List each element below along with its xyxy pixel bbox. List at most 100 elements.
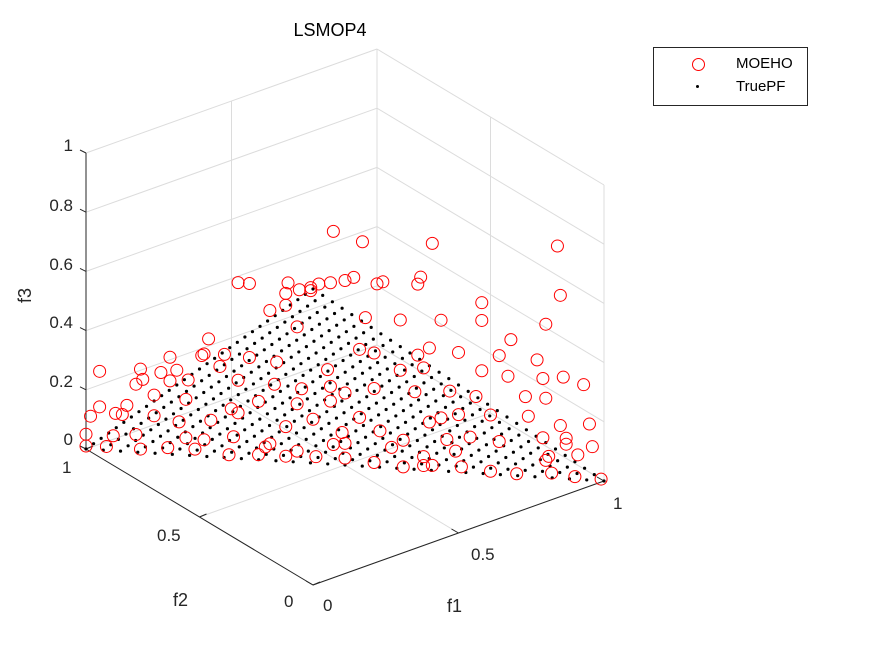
truepf-point — [411, 415, 415, 419]
truepf-point — [243, 428, 247, 432]
truepf-point — [412, 467, 416, 471]
truepf-point — [313, 391, 317, 396]
truepf-point — [267, 423, 272, 428]
truepf-point — [563, 453, 567, 457]
truepf-point — [478, 407, 482, 412]
z-tick-label: 0.2 — [49, 372, 73, 391]
moeho-point — [242, 276, 256, 290]
truepf-point — [295, 338, 299, 342]
truepf-point — [164, 417, 168, 421]
truepf-point — [394, 414, 398, 418]
truepf-point — [521, 457, 525, 461]
truepf-point — [287, 343, 291, 348]
moeho-point — [326, 224, 340, 238]
truepf-point — [414, 386, 418, 390]
moeho-point — [258, 440, 272, 454]
truepf-point — [346, 341, 351, 345]
truepf-point — [368, 366, 372, 370]
truepf-point — [246, 399, 250, 403]
truepf-point — [292, 326, 297, 331]
truepf-point — [369, 325, 373, 329]
moeho-point — [353, 342, 367, 356]
truepf-point — [573, 460, 577, 464]
truepf-point — [351, 365, 355, 369]
truepf-point — [196, 407, 200, 412]
moeho-point — [197, 347, 211, 361]
truepf-point — [375, 453, 379, 457]
moeho-point — [582, 417, 596, 431]
truepf-point — [470, 413, 475, 417]
moeho-point — [556, 370, 570, 384]
truepf-point — [490, 426, 494, 430]
truepf-point — [401, 409, 405, 413]
truepf-point — [393, 362, 397, 366]
truepf-point — [255, 353, 259, 357]
truepf-point — [84, 447, 88, 451]
z-tick-mark — [79, 149, 87, 154]
truepf-point — [379, 425, 383, 429]
truepf-point — [167, 388, 171, 392]
truepf-point — [448, 429, 452, 433]
truepf-point — [323, 305, 327, 309]
truepf-point — [416, 398, 421, 402]
truepf-point — [345, 382, 349, 386]
moeho-point — [252, 448, 266, 462]
truepf-point — [309, 368, 313, 372]
truepf-point — [144, 404, 149, 408]
truepf-point — [233, 421, 237, 425]
moeho-point — [323, 276, 337, 290]
truepf-point — [162, 405, 166, 409]
moeho-point — [109, 406, 123, 420]
truepf-point — [99, 436, 103, 440]
truepf-point — [410, 455, 414, 460]
truepf-point — [592, 473, 596, 477]
moeho-point — [355, 235, 369, 249]
truepf-point — [118, 449, 123, 453]
truepf-point — [386, 419, 390, 423]
truepf-point — [433, 439, 437, 444]
moeho-point — [163, 350, 177, 364]
truepf-point — [459, 395, 463, 399]
truepf-point — [275, 418, 279, 422]
moeho-point — [129, 428, 143, 442]
truepf-point — [405, 380, 409, 384]
truepf-point — [423, 433, 427, 437]
truepf-point — [315, 403, 319, 407]
truepf-point — [207, 373, 211, 377]
truepf-point — [312, 432, 316, 436]
truepf-point — [370, 378, 374, 382]
truepf-point — [313, 299, 317, 303]
truepf-point — [316, 363, 320, 367]
truepf-point — [494, 449, 498, 453]
truepf-point — [441, 394, 445, 398]
truepf-series — [84, 287, 606, 483]
truepf-point — [354, 336, 358, 340]
truepf-point — [419, 410, 423, 414]
truepf-point — [365, 395, 369, 399]
moeho-point — [353, 410, 367, 424]
moeho-point — [553, 419, 567, 433]
truepf-point — [398, 345, 402, 349]
truepf-point — [175, 383, 179, 387]
moeho-point — [393, 363, 407, 377]
moeho-point — [385, 440, 399, 454]
moeho-point — [279, 298, 293, 312]
legend-label: TruePF — [736, 78, 786, 95]
truepf-point — [154, 411, 158, 415]
moeho-point — [304, 281, 318, 295]
truepf-point — [204, 402, 208, 406]
truepf-point — [129, 415, 133, 419]
truepf-point — [209, 385, 213, 389]
moeho-point — [422, 415, 436, 429]
truepf-point — [335, 323, 339, 327]
truepf-point — [451, 400, 455, 404]
truepf-point — [447, 469, 451, 473]
moeho-point — [170, 363, 184, 377]
truepf-point — [340, 306, 344, 310]
truepf-point — [553, 447, 558, 451]
moeho-point — [568, 470, 582, 484]
truepf-point — [340, 399, 344, 403]
truepf-point — [331, 352, 335, 356]
truepf-point — [156, 422, 160, 427]
truepf-point — [476, 396, 480, 400]
